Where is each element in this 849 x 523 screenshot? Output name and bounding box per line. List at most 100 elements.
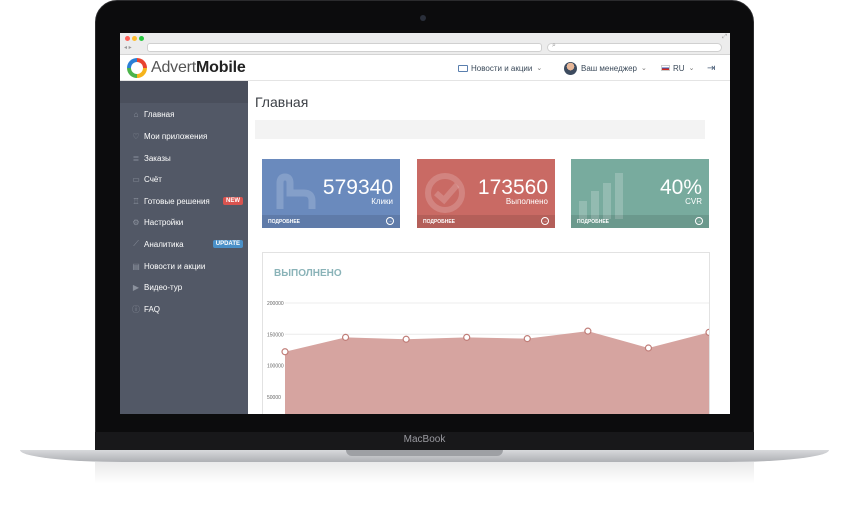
card-label: CVR <box>685 197 702 206</box>
wallet-icon: ▭ <box>132 174 140 184</box>
data-point[interactable] <box>341 333 350 341</box>
logo[interactable]: Advert Mobile <box>127 58 246 78</box>
data-point[interactable] <box>584 327 592 335</box>
device-label: MacBook <box>403 434 446 445</box>
card-more-link[interactable]: ПОДРОБНЕЕ → <box>417 215 555 228</box>
sidebar: ⌂ Главная ♡ Мои приложения ≣ Заказы ▭ Сч… <box>120 81 255 414</box>
data-point[interactable] <box>705 328 710 336</box>
search-icon: ⌕ <box>552 42 556 49</box>
logo-ring-icon <box>127 58 147 78</box>
sidebar-item-label: Счёт <box>144 174 162 184</box>
y-tick-label: 100000 <box>267 364 284 370</box>
sidebar-item-label: Мои приложения <box>144 131 208 141</box>
stat-card-clicks[interactable]: 579340 Клики ПОДРОБНЕЕ → <box>262 159 400 228</box>
filter-bar[interactable] <box>255 120 705 139</box>
arrow-right-circle-icon: → <box>695 217 703 225</box>
home-icon: ⌂ <box>133 109 139 119</box>
card-more-link[interactable]: ПОДРОБНЕЕ → <box>571 215 709 228</box>
trophy-icon: ♖ <box>132 196 140 206</box>
expand-icon[interactable]: ⤢ <box>722 34 727 40</box>
laptop-base <box>20 450 829 462</box>
sidebar-top-strip <box>120 81 248 103</box>
y-tick-label: 200000 <box>267 301 284 307</box>
card-value: 579340 <box>322 176 393 199</box>
update-badge: UPDATE <box>212 240 243 248</box>
url-bar[interactable] <box>147 43 542 52</box>
area-series <box>285 331 709 414</box>
sidebar-item-label: Настройки <box>144 217 184 227</box>
card-value: 173560 <box>477 176 548 199</box>
y-tick-label: 50000 <box>267 395 281 401</box>
data-point[interactable] <box>523 335 531 343</box>
y-tick-label: 150000 <box>267 332 284 338</box>
card-more-label: ПОДРОБНЕЕ <box>577 218 610 225</box>
card-value: 40% <box>659 176 702 199</box>
sidebar-item-news[interactable]: ▤ Новости и акции <box>120 255 248 277</box>
flag-ru-icon <box>661 65 670 71</box>
browser-chrome: ◂ ▸ ⌕ ⤢ <box>120 33 730 55</box>
laptop-shadow <box>95 462 754 484</box>
gear-icon: ⚙ <box>132 217 140 227</box>
sidebar-item-label: Аналитика <box>144 239 184 249</box>
area-chart: 200000 150000 100000 50000 <box>267 301 710 414</box>
news-menu[interactable]: Новости и акции ⌄ <box>458 55 542 81</box>
sidebar-item-video-tour[interactable]: ▶ Видео-тур <box>120 276 248 298</box>
language-menu[interactable]: RU ⌄ <box>661 55 694 81</box>
arrow-right-circle-icon: → <box>541 217 549 225</box>
language-label: RU <box>673 63 685 73</box>
sidebar-item-label: Готовые решения <box>144 196 210 206</box>
sidebar-item-label: Видео-тур <box>144 282 183 292</box>
data-point[interactable] <box>281 348 289 356</box>
avatar <box>564 61 577 75</box>
data-point[interactable] <box>463 333 471 341</box>
pointer-hand-icon <box>276 173 316 209</box>
stat-card-cvr[interactable]: 40% CVR ПОДРОБНЕЕ → <box>571 159 709 228</box>
news-menu-label: Новости и акции <box>471 63 533 73</box>
main-content: Главная 579340 Клики ПОДРОБНЕЕ → 173560 … <box>248 81 730 414</box>
chevron-down-icon: ⌄ <box>640 65 647 72</box>
logo-text-part1: Advert <box>151 59 197 76</box>
stat-card-completed[interactable]: 173560 Выполнено ПОДРОБНЕЕ → <box>417 159 555 228</box>
sidebar-item-home[interactable]: ⌂ Главная <box>120 103 255 125</box>
sidebar-item-orders[interactable]: ≣ Заказы <box>120 147 248 169</box>
sidebar-item-settings[interactable]: ⚙ Настройки <box>120 211 248 233</box>
sidebar-item-faq[interactable]: ⓘ FAQ <box>120 298 248 320</box>
app-header: Advert Mobile Новости и акции ⌄ Ваш менед… <box>120 55 730 81</box>
video-icon: ▶ <box>132 282 140 292</box>
camera-icon <box>420 15 426 21</box>
sidebar-item-analytics[interactable]: ⟋ Аналитика UPDATE <box>120 233 248 255</box>
check-circle-icon <box>425 173 465 213</box>
chart-panel: ВЫПОЛНЕНО 200000 150000 100000 50000 <box>262 252 710 414</box>
sidebar-item-my-apps[interactable]: ♡ Мои приложения <box>120 125 248 147</box>
sidebar-item-solutions[interactable]: ♖ Готовые решения NEW <box>120 190 248 212</box>
orders-icon: ≣ <box>132 153 140 163</box>
card-label: Клики <box>371 197 393 206</box>
info-icon: ⓘ <box>132 304 140 314</box>
newspaper-icon <box>458 64 468 72</box>
maximize-window-icon[interactable] <box>139 36 144 41</box>
sidebar-item-account[interactable]: ▭ Счёт <box>120 168 248 190</box>
browser-search-bar[interactable]: ⌕ <box>547 42 722 52</box>
logout-icon[interactable]: ⇥ <box>707 63 716 74</box>
card-label: Выполнено <box>505 197 548 206</box>
news-icon: ▤ <box>132 261 140 271</box>
data-point[interactable] <box>644 344 653 352</box>
laptop-chin: MacBook <box>95 432 754 450</box>
sidebar-item-label: FAQ <box>144 304 161 314</box>
card-more-label: ПОДРОБНЕЕ <box>268 218 301 225</box>
close-window-icon[interactable] <box>125 36 130 41</box>
bar-chart-icon <box>579 173 623 219</box>
arrow-right-circle-icon: → <box>386 217 394 225</box>
apps-icon: ♡ <box>132 131 140 141</box>
page-title: Главная <box>255 94 309 110</box>
minimize-window-icon[interactable] <box>132 36 137 41</box>
screen: ◂ ▸ ⌕ ⤢ Advert Mobile Новости и акции ⌄ В… <box>120 33 730 414</box>
analytics-icon: ⟋ <box>133 239 139 248</box>
card-more-link[interactable]: ПОДРОБНЕЕ → <box>262 215 400 228</box>
data-point[interactable] <box>402 335 410 343</box>
chevron-down-icon: ⌄ <box>688 65 695 72</box>
manager-menu[interactable]: Ваш менеджер ⌄ <box>564 55 647 81</box>
sidebar-item-label: Заказы <box>144 153 171 163</box>
logo-text-part2: Mobile <box>196 59 246 76</box>
back-forward-icon[interactable]: ◂ ▸ <box>124 45 132 51</box>
